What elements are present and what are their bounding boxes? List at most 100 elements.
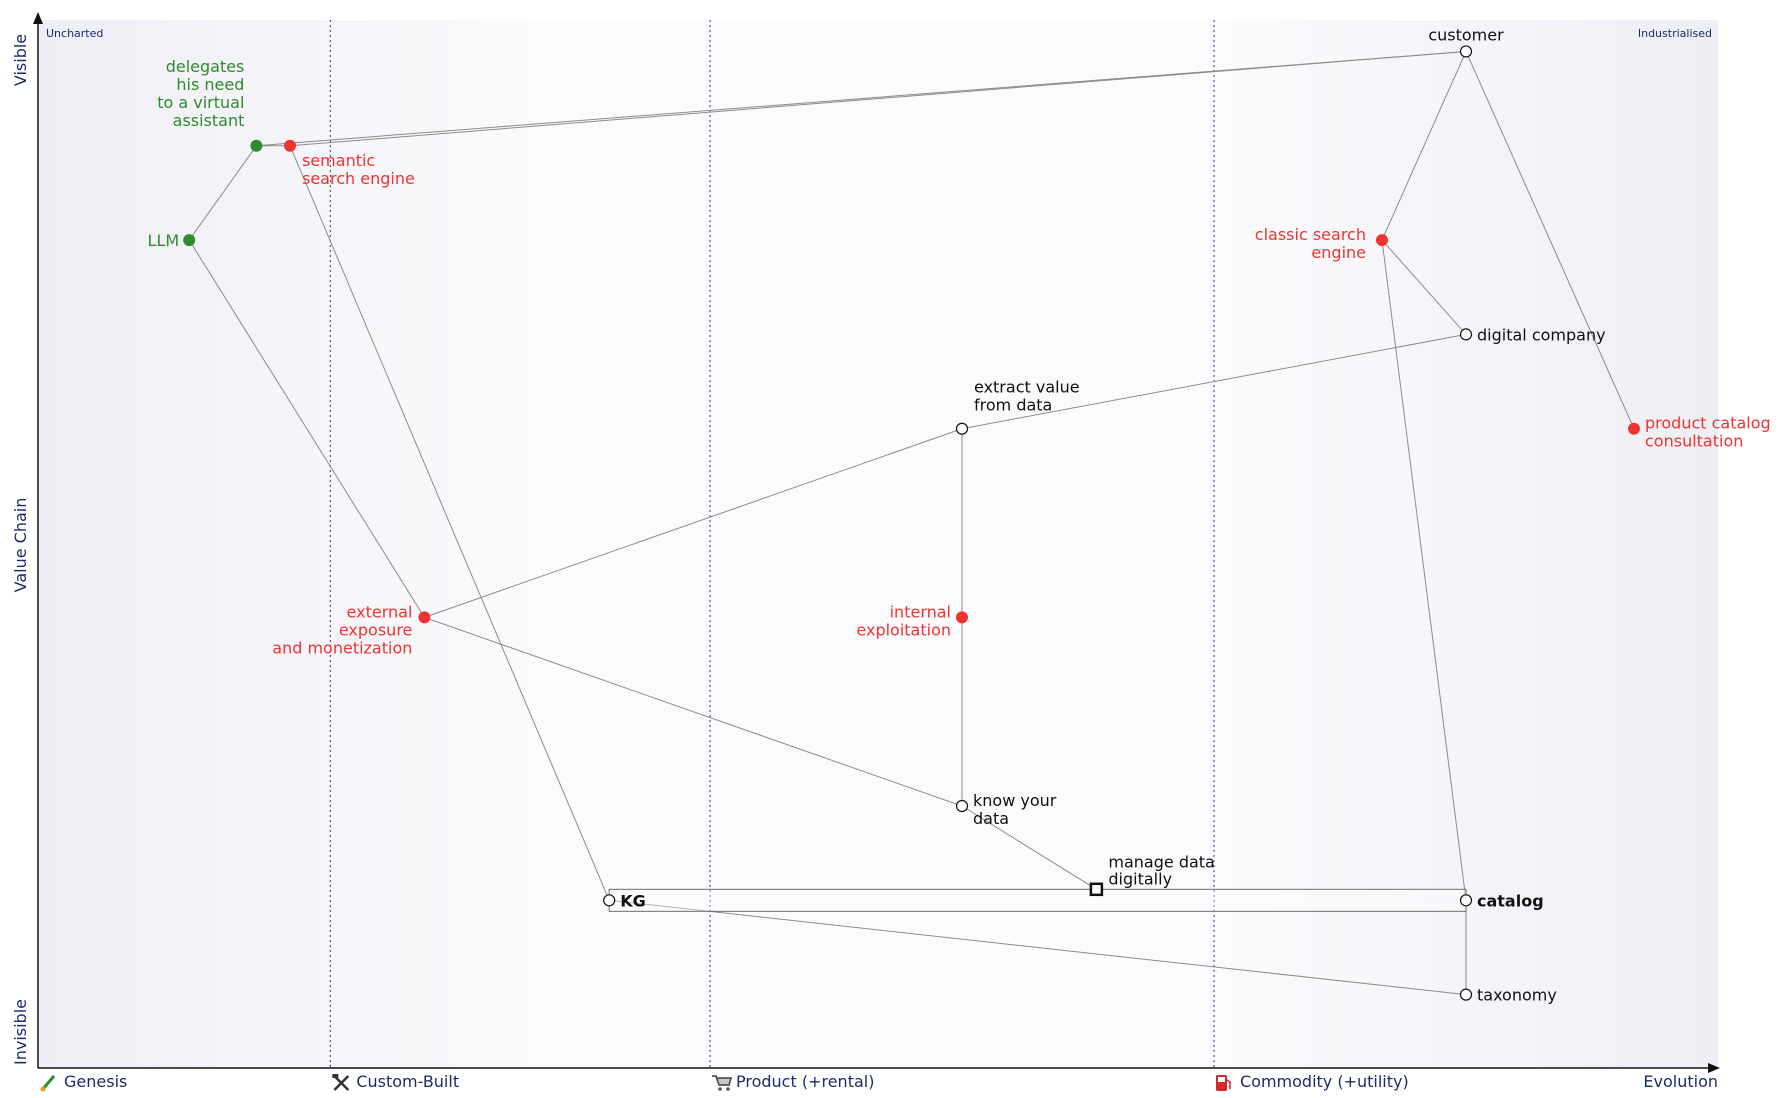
links-layer xyxy=(188,50,1635,996)
corner-uncharted-label: Uncharted xyxy=(46,27,103,40)
component-label-customer: customer xyxy=(1428,25,1504,44)
component-label-taxonomy: taxonomy xyxy=(1477,986,1557,1005)
component-label-kg: KG xyxy=(620,891,646,910)
component-know[interactable]: know your data xyxy=(955,791,1057,828)
node-marker[interactable] xyxy=(1459,328,1473,341)
component-label-external: external exposure and monetization xyxy=(272,602,412,657)
node-marker[interactable] xyxy=(250,139,263,152)
label-line: external xyxy=(347,602,413,621)
link-extract-external xyxy=(424,428,963,618)
stage-labels: Genesis Custom-Built Product (+rental) Comm… xyxy=(40,1072,1409,1092)
component-label-catalog_consult: product catalog consultation xyxy=(1645,414,1771,451)
node-marker[interactable] xyxy=(956,611,968,624)
link-kg-taxonomy xyxy=(609,899,1467,996)
stage-commodity: Commodity (+utility) xyxy=(1216,1072,1409,1091)
component-label-internal: internal exploitation xyxy=(856,602,951,639)
component-label-delegates: delegates his need to a virtual assistant xyxy=(157,57,244,130)
component-label-know: know your data xyxy=(973,791,1057,828)
component-digital[interactable]: digital company xyxy=(1459,325,1606,344)
fuel-icon xyxy=(1216,1075,1231,1091)
label-line: from data xyxy=(974,396,1052,415)
label-line: classic search xyxy=(1255,225,1366,244)
label-line: engine xyxy=(1311,243,1366,262)
components-layer: customer delegates his need to a virtual ass… xyxy=(148,25,1771,1004)
label-line: internal xyxy=(890,602,951,621)
brush-icon xyxy=(40,1075,56,1092)
link-digital-extract xyxy=(961,333,1467,430)
node-marker[interactable] xyxy=(1459,45,1473,58)
component-kg[interactable]: KG xyxy=(603,891,646,910)
link-customer-catalog_consult xyxy=(1465,51,1635,429)
cart-icon xyxy=(712,1075,733,1091)
label-line: search engine xyxy=(302,169,415,188)
component-label-digital: digital company xyxy=(1477,325,1606,344)
link-llm-external xyxy=(188,239,425,618)
label-line: delegates xyxy=(166,57,245,76)
x-axis-arrow xyxy=(1708,1063,1720,1073)
link-external-know xyxy=(424,616,963,807)
component-taxonomy[interactable]: taxonomy xyxy=(1459,986,1557,1005)
node-marker[interactable] xyxy=(955,799,969,813)
component-catalog[interactable]: catalog xyxy=(1459,891,1544,910)
link-customer-semantic xyxy=(289,50,1467,147)
component-llm[interactable]: LLM xyxy=(148,231,196,250)
stage-genesis: Genesis xyxy=(40,1072,127,1092)
stage-product: Product (+rental) xyxy=(712,1072,874,1091)
component-label-classic: classic search engine xyxy=(1255,225,1366,262)
label-line: digitally xyxy=(1108,869,1172,888)
tools-icon xyxy=(332,1074,350,1091)
label-line: LLM xyxy=(148,231,180,250)
label-line: catalog xyxy=(1477,891,1544,910)
link-know-manage_data xyxy=(961,805,1097,890)
label-line: know your xyxy=(973,791,1057,810)
pipeline-marker-label: manage data digitally xyxy=(1108,852,1214,888)
node-marker[interactable] xyxy=(1376,234,1388,247)
y-axis-bottom-label: Invisible xyxy=(11,999,30,1065)
stage-custom: Custom-Built xyxy=(332,1072,459,1091)
label-line: and monetization xyxy=(272,638,412,657)
corner-industrialised-label: Industrialised xyxy=(1638,27,1712,40)
pipeline-marker-manage_data[interactable] xyxy=(1089,882,1104,897)
map-background xyxy=(38,20,1718,1068)
component-label-extract: extract value from data xyxy=(974,378,1080,415)
link-semantic-kg xyxy=(289,145,610,901)
link-classic-digital xyxy=(1381,239,1467,335)
label-line: KG xyxy=(620,891,646,910)
component-customer[interactable]: customer xyxy=(1428,25,1504,58)
node-marker[interactable] xyxy=(1459,894,1473,907)
y-axis-arrow xyxy=(33,12,43,24)
node-marker[interactable] xyxy=(1628,422,1640,435)
component-delegates[interactable]: delegates his need to a virtual assistant xyxy=(157,57,263,152)
component-extract[interactable]: extract value from data xyxy=(955,378,1080,435)
component-external[interactable]: external exposure and monetization xyxy=(272,602,431,657)
node-marker[interactable] xyxy=(955,422,969,435)
component-semantic[interactable]: semantic search engine xyxy=(284,139,415,188)
label-line: digital company xyxy=(1477,325,1606,344)
node-marker[interactable] xyxy=(1459,988,1473,1001)
label-line: customer xyxy=(1428,25,1504,44)
label-line: manage data xyxy=(1108,852,1214,871)
stage-label-product: Product (+rental) xyxy=(736,1072,874,1091)
link-classic-catalog xyxy=(1381,240,1467,901)
label-line: taxonomy xyxy=(1477,986,1557,1005)
stage-label-genesis: Genesis xyxy=(64,1072,127,1091)
stage-label-commodity: Commodity (+utility) xyxy=(1240,1072,1409,1091)
pipeline-box xyxy=(608,888,1467,912)
y-axis-middle-label: Value Chain xyxy=(11,498,30,593)
node-marker[interactable] xyxy=(418,611,431,624)
stage-label-custom: Custom-Built xyxy=(356,1072,459,1091)
component-label-catalog: catalog xyxy=(1477,891,1544,910)
label-line: consultation xyxy=(1645,432,1743,451)
label-line: product catalog xyxy=(1645,414,1771,433)
label-line: extract value xyxy=(974,378,1080,397)
component-label-llm: LLM xyxy=(148,231,180,250)
component-internal[interactable]: internal exploitation xyxy=(856,602,968,639)
component-classic[interactable]: classic search engine xyxy=(1255,225,1388,262)
label-line: assistant xyxy=(173,111,245,130)
node-marker[interactable] xyxy=(603,894,616,907)
component-catalog_consult[interactable]: product catalog consultation xyxy=(1628,414,1771,451)
node-marker[interactable] xyxy=(183,234,196,247)
link-delegates-llm xyxy=(188,145,257,241)
node-marker[interactable] xyxy=(284,139,296,152)
y-axis-top-label: Visible xyxy=(11,34,30,86)
